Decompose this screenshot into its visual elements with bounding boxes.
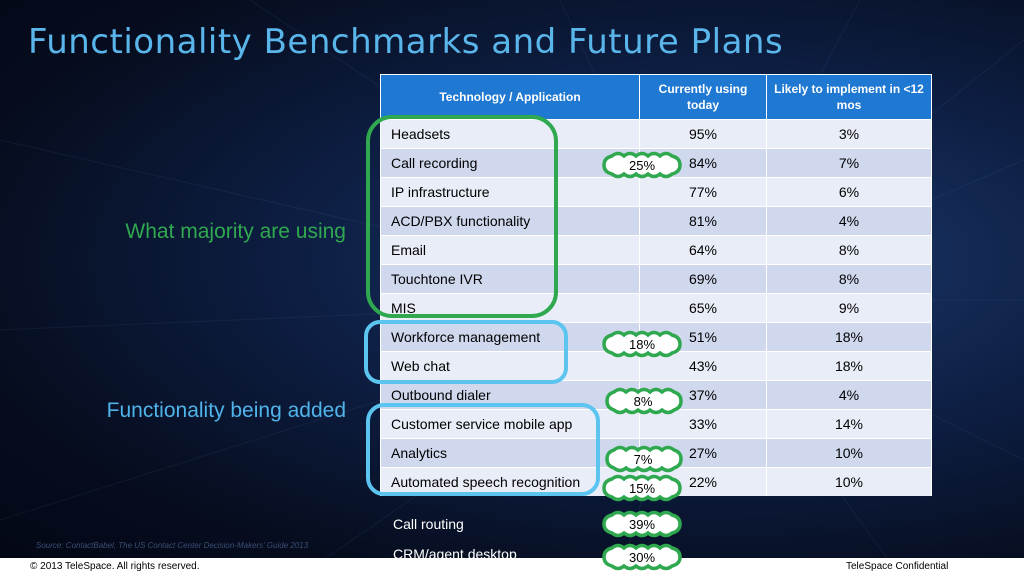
copyright-text: © 2013 TeleSpace. All rights reserved. [30, 561, 200, 572]
header-likely: Likely to implement in <12 mos [766, 74, 932, 120]
row-likely: 14% [766, 409, 932, 439]
table-row: Customer service mobile app 33% 14% [380, 409, 932, 439]
row-likely: 8% [766, 235, 932, 265]
table-row: Call recording 84% 7% [380, 148, 932, 178]
row-likely: 18% [766, 351, 932, 381]
row-current: 37% [639, 380, 767, 410]
row-name: Workforce management [380, 322, 640, 352]
extra-item-call-routing: Call routing [393, 516, 464, 532]
row-likely: 7% [766, 148, 932, 178]
row-current: 69% [639, 264, 767, 294]
row-likely: 3% [766, 119, 932, 149]
table-row: Web chat 43% 18% [380, 351, 932, 381]
slide-title: Functionality Benchmarks and Future Plan… [28, 22, 784, 62]
row-current: 84% [639, 148, 767, 178]
row-name: MIS [380, 293, 640, 323]
row-name: Automated speech recognition [380, 467, 640, 496]
table-row: ACD/PBX functionality 81% 4% [380, 206, 932, 236]
row-current: 43% [639, 351, 767, 381]
row-likely: 18% [766, 322, 932, 352]
table-row: Email 64% 8% [380, 235, 932, 265]
source-note: Source: ContactBabel, The US Contact Cen… [36, 541, 309, 550]
row-current: 27% [639, 438, 767, 468]
row-likely: 4% [766, 206, 932, 236]
header-current: Currently using today [639, 74, 767, 120]
row-likely: 10% [766, 438, 932, 468]
table-header-row: Technology / Application Currently using… [380, 74, 932, 120]
adding-label: Functionality being added [106, 399, 346, 422]
row-name: Call recording [380, 148, 640, 178]
table-row: Analytics 27% 10% [380, 438, 932, 468]
table-row: Headsets 95% 3% [380, 119, 932, 149]
row-name: Touchtone IVR [380, 264, 640, 294]
table-row: IP infrastructure 77% 6% [380, 177, 932, 207]
row-name: ACD/PBX functionality [380, 206, 640, 236]
row-current: 64% [639, 235, 767, 265]
table-row: Workforce management 51% 18% [380, 322, 932, 352]
row-likely: 4% [766, 380, 932, 410]
row-current: 22% [639, 467, 767, 496]
table-row: Automated speech recognition 22% 10% [380, 467, 932, 496]
table-row: Touchtone IVR 69% 8% [380, 264, 932, 294]
row-likely: 8% [766, 264, 932, 294]
row-current: 33% [639, 409, 767, 439]
row-name: Headsets [380, 119, 640, 149]
majority-label: What majority are using [125, 220, 346, 243]
row-current: 77% [639, 177, 767, 207]
benchmark-table: Technology / Application Currently using… [380, 74, 932, 496]
header-technology: Technology / Application [380, 74, 640, 120]
row-current: 81% [639, 206, 767, 236]
row-name: Analytics [380, 438, 640, 468]
row-likely: 9% [766, 293, 932, 323]
table-row: MIS 65% 9% [380, 293, 932, 323]
row-current: 65% [639, 293, 767, 323]
row-likely: 10% [766, 467, 932, 496]
confidential-text: TeleSpace Confidential [846, 561, 949, 572]
footer-bar: © 2013 TeleSpace. All rights reserved. T… [0, 558, 1024, 576]
row-current: 51% [639, 322, 767, 352]
row-likely: 6% [766, 177, 932, 207]
row-name: Web chat [380, 351, 640, 381]
table-row: Outbound dialer 37% 4% [380, 380, 932, 410]
row-name: Email [380, 235, 640, 265]
row-name: IP infrastructure [380, 177, 640, 207]
row-current: 95% [639, 119, 767, 149]
row-name: Outbound dialer [380, 380, 640, 410]
row-name: Customer service mobile app [380, 409, 640, 439]
